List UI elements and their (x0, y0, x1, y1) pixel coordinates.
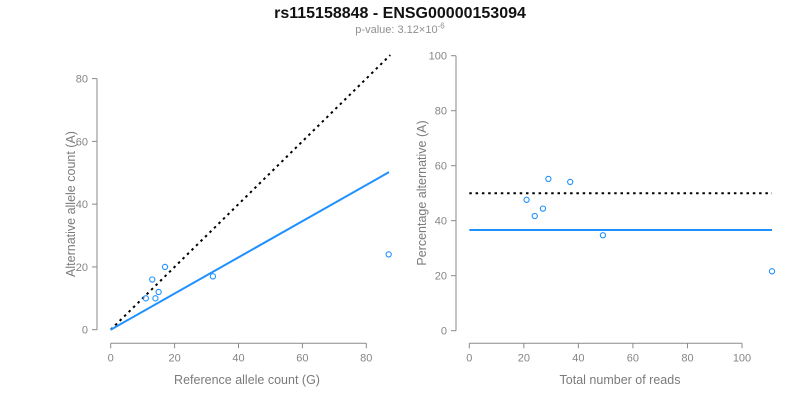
data-point (768, 268, 776, 275)
x-tick-label: 0 (466, 352, 472, 364)
data-point (152, 295, 159, 302)
data-point (545, 175, 552, 183)
allelic-ratio-fit-line (110, 171, 390, 331)
x-tick-label: 80 (360, 352, 372, 364)
data-point (567, 178, 574, 186)
x-axis-title: Total number of reads (560, 373, 681, 387)
data-point (599, 232, 607, 239)
y-tick-label: 20 (435, 271, 447, 283)
data-point (531, 212, 538, 220)
y-tick-label: 40 (435, 216, 447, 228)
y-tick-label: 0 (441, 326, 447, 338)
y-tick-label: 80 (435, 106, 447, 118)
y-tick-label: 100 (429, 51, 447, 63)
data-point (209, 273, 217, 280)
y-tick-label: 60 (435, 161, 447, 173)
x-axis-title: Reference allele count (G) (174, 373, 320, 387)
identity-line (109, 54, 391, 331)
x-tick-label: 60 (296, 352, 308, 364)
data-point (142, 295, 149, 302)
data-point (161, 263, 169, 271)
y-tick-label: 0 (82, 325, 88, 337)
y-axis-title: Percentage alternative (A) (415, 120, 429, 265)
x-tick-label: 20 (168, 352, 180, 364)
x-tick-label: 40 (572, 352, 584, 364)
pvalue-exponent: -6 (437, 21, 445, 31)
y-tick-label: 80 (76, 74, 88, 86)
x-tick-label: 100 (733, 352, 751, 364)
y-axis-title: Alternative allele count (A) (64, 131, 78, 277)
figure-title: rs115158848 - ENSG00000153094 (274, 5, 526, 22)
data-point (385, 251, 392, 258)
data-point (155, 288, 162, 296)
x-tick-label: 60 (627, 352, 639, 364)
data-point (149, 276, 156, 283)
figure-subtitle: p-value: 3.12×10-6 (0, 21, 800, 36)
data-point (523, 196, 530, 203)
y-tick-label: 20 (76, 262, 88, 274)
x-tick-label: 20 (518, 352, 530, 364)
x-tick-label: 80 (681, 352, 693, 364)
x-tick-label: 40 (232, 352, 244, 364)
pvalue-text: p-value: 3.12×10 (355, 24, 438, 36)
data-point (539, 205, 547, 212)
y-tick-label: 60 (76, 136, 88, 148)
x-tick-label: 0 (108, 352, 114, 364)
y-tick-label: 40 (76, 199, 88, 211)
